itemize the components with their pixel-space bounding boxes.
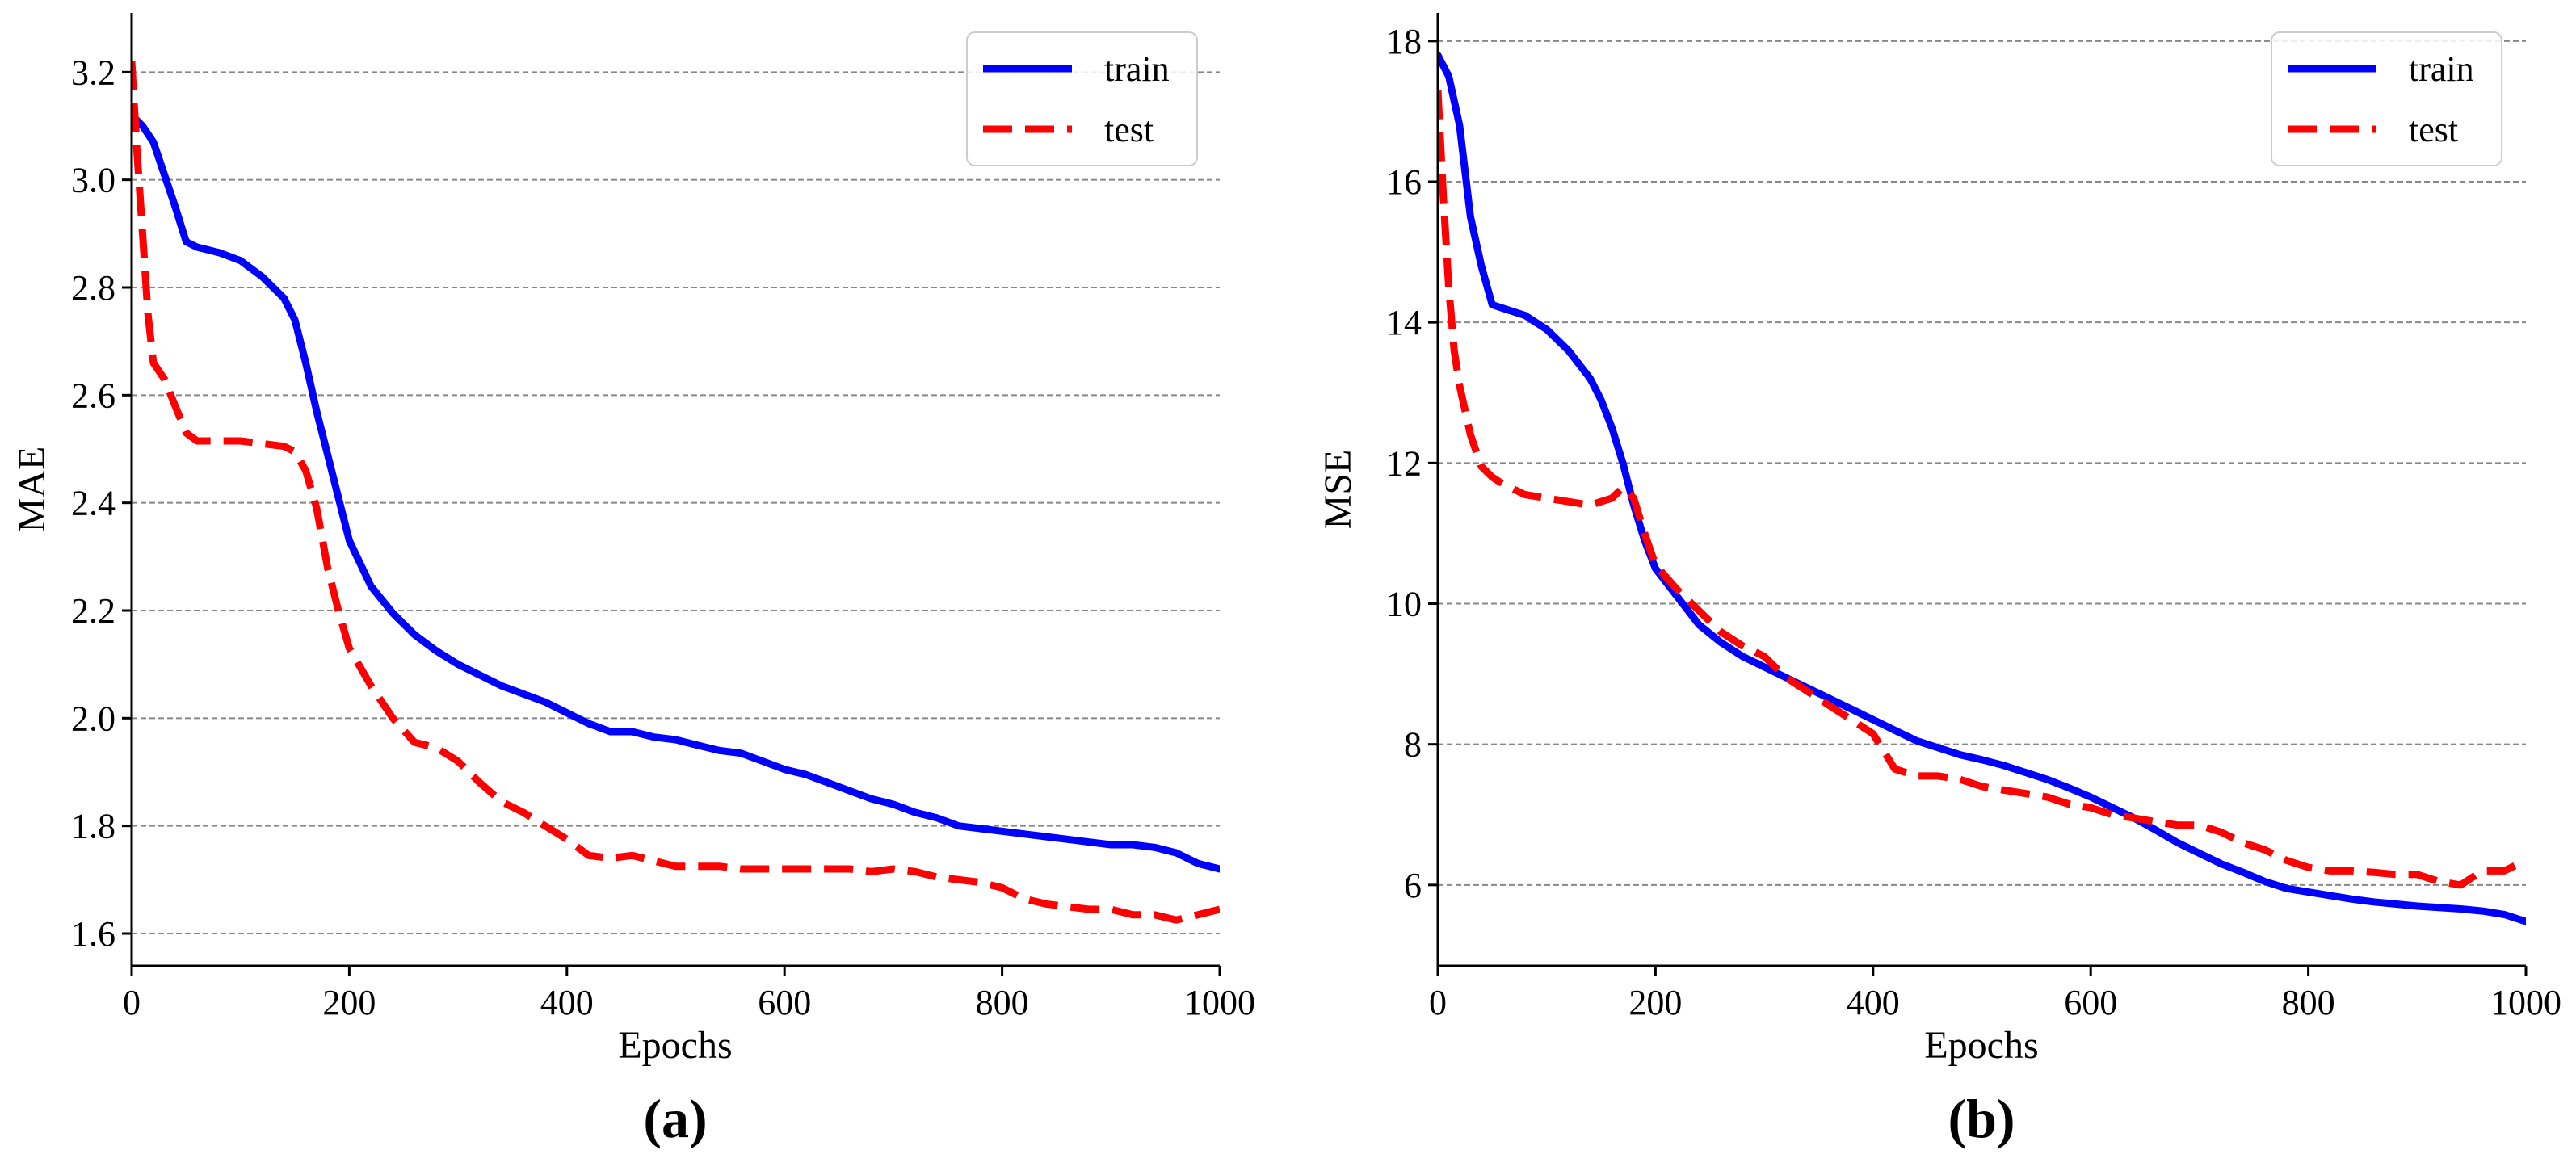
x-tick-label: 1000 xyxy=(1184,983,1255,1022)
y-tick-label: 3.0 xyxy=(71,161,116,200)
series-line-train xyxy=(132,111,1220,873)
panel-label: (b) xyxy=(1948,1088,2015,1149)
legend-label-train: train xyxy=(1104,49,1170,89)
y-tick-label: 12 xyxy=(1386,443,1422,483)
x-tick-label: 1000 xyxy=(2490,983,2561,1022)
legend: train test xyxy=(966,31,1198,166)
y-tick-label: 2.2 xyxy=(71,591,116,631)
y-tick-label: 2.0 xyxy=(71,699,116,738)
x-tick-label: 200 xyxy=(322,983,376,1022)
y-tick-label: 2.6 xyxy=(71,376,116,415)
x-tick-label: 400 xyxy=(1847,983,1900,1022)
y-tick-label: 6 xyxy=(1404,866,1422,905)
x-tick-label: 0 xyxy=(1429,983,1447,1022)
y-tick-label: 14 xyxy=(1386,303,1422,342)
legend-label-test: test xyxy=(2409,110,2458,149)
y-tick-label: 10 xyxy=(1386,585,1422,624)
x-tick-label: 600 xyxy=(2064,983,2117,1022)
y-tick-label: 8 xyxy=(1404,725,1422,765)
series-line-train xyxy=(1438,51,2526,925)
y-tick-label: 18 xyxy=(1386,22,1422,61)
x-tick-label: 400 xyxy=(540,983,594,1022)
x-tick-label: 800 xyxy=(2282,983,2335,1022)
x-tick-label: 200 xyxy=(1628,983,1682,1022)
y-tick-label: 1.8 xyxy=(71,807,116,846)
series-line-test xyxy=(132,61,1220,924)
x-tick-label: 600 xyxy=(758,983,811,1022)
series-line-test xyxy=(1438,90,2526,889)
y-tick-label: 16 xyxy=(1386,162,1422,202)
x-axis-label: Epochs xyxy=(1924,1024,2038,1067)
panel-b-mse-chart: 6 8 10 12 14 16 18 0 200 400 600 800 1000 Epochs MSE… xyxy=(1317,13,2561,1149)
y-axis-label: MAE xyxy=(11,447,53,533)
x-tick-label: 800 xyxy=(976,983,1029,1022)
x-tick-label: 0 xyxy=(123,983,141,1022)
y-tick-label: 3.2 xyxy=(71,52,116,92)
legend-label-test: test xyxy=(1104,110,1154,149)
panel-label: (a) xyxy=(643,1088,707,1149)
x-axis-label: Epochs xyxy=(618,1024,732,1067)
y-tick-label: 2.8 xyxy=(71,268,116,308)
panel-a-mae-chart: 1.6 1.8 2.0 2.2 2.4 2.6 2.8 3.0 3.2 0 200 400 600 800… xyxy=(11,13,1255,1149)
y-axis-label: MSE xyxy=(1317,450,1359,530)
legend: train test xyxy=(2271,31,2502,166)
legend-label-train: train xyxy=(2409,49,2474,89)
y-tick-label: 2.4 xyxy=(71,484,116,523)
y-tick-label: 1.6 xyxy=(71,914,116,954)
